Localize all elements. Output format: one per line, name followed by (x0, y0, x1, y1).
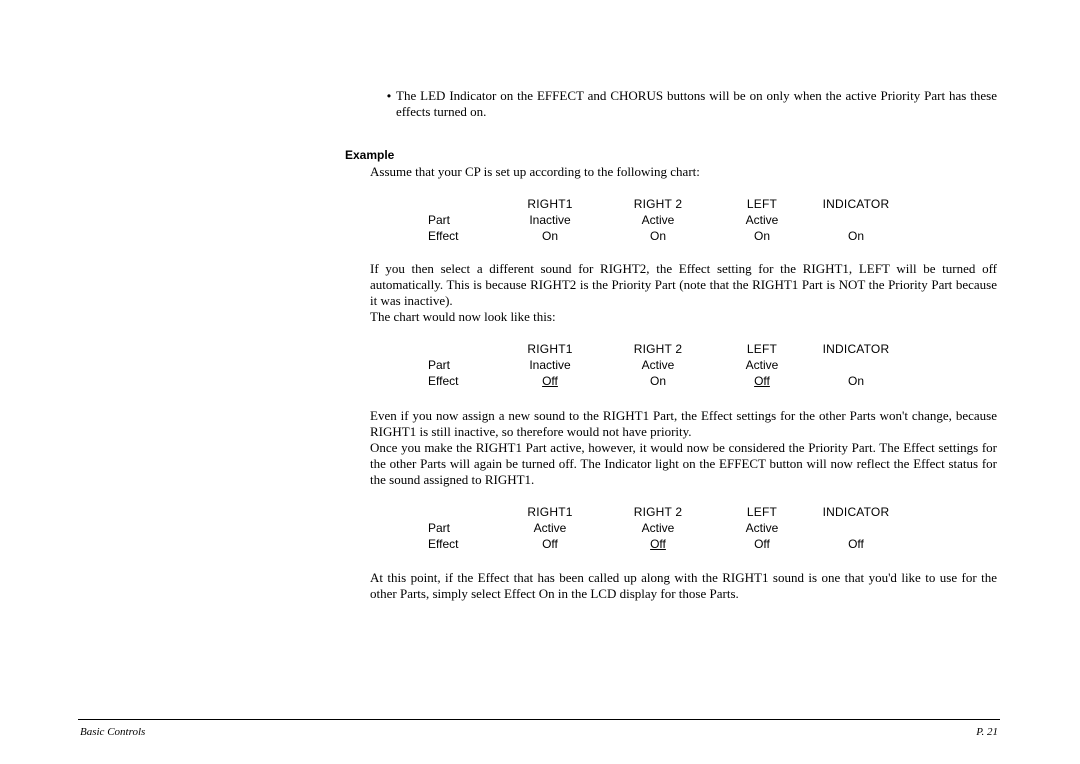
table-cell: Off (500, 373, 600, 389)
table-cell: Active (608, 520, 708, 536)
table-header: LEFT (712, 341, 812, 357)
table-cell: Active (500, 520, 600, 536)
table-cell: Active (608, 357, 708, 373)
table-rowlabel: Part (428, 520, 488, 536)
example-para-1: Assume that your CP is set up according … (370, 164, 997, 180)
table-cell: On (806, 373, 906, 389)
bullet-mark: • (382, 88, 396, 104)
table-cell: Off (712, 373, 812, 389)
table-cell: Inactive (500, 212, 600, 228)
footer-page-number: P. 21 (976, 726, 998, 738)
table-cell: On (500, 228, 600, 244)
example-para-4: At this point, if the Effect that has be… (370, 570, 997, 602)
page: • The LED Indicator on the EFFECT and CH… (0, 0, 1080, 764)
table-cell: Off (806, 536, 906, 552)
content-block: • The LED Indicator on the EFFECT and CH… (370, 88, 997, 124)
table-header: RIGHT 2 (608, 504, 708, 520)
bullet-text: The LED Indicator on the EFFECT and CHOR… (396, 88, 997, 120)
table-header: INDICATOR (806, 196, 906, 212)
table-cell: Active (712, 520, 812, 536)
example-para-3: Even if you now assign a new sound to th… (370, 408, 997, 440)
table-cell: On (608, 228, 708, 244)
footer-rule (78, 719, 1000, 720)
table-cell: On (806, 228, 906, 244)
table-header: RIGHT 2 (608, 196, 708, 212)
table-header: RIGHT1 (500, 504, 600, 520)
table-cell: Off (608, 536, 708, 552)
table-cell: On (712, 228, 812, 244)
table-2: RIGHT1 RIGHT 2LEFTINDICATOR PartEffect Inac… (390, 341, 920, 391)
table-rowlabel: Effect (428, 373, 488, 389)
table-header: RIGHT1 (500, 341, 600, 357)
table-1: RIGHT1 RIGHT 2LEFTINDICATOR PartEffect Inac… (390, 196, 920, 246)
table-cell: Off (500, 536, 600, 552)
table-cell: Off (712, 536, 812, 552)
table-header: INDICATOR (806, 504, 906, 520)
table-rowlabel: Effect (428, 536, 488, 552)
table-rowlabel: Part (428, 212, 488, 228)
table-header: RIGHT1 (500, 196, 600, 212)
table-header: LEFT (712, 196, 812, 212)
table-3: RIGHT1 RIGHT 2LEFTINDICATOR PartEffect Acti… (390, 504, 920, 554)
table-rowlabel: Effect (428, 228, 488, 244)
footer-section-title: Basic Controls (80, 726, 145, 738)
table-cell: Active (712, 357, 812, 373)
table-cell: On (608, 373, 708, 389)
table-header: LEFT (712, 504, 812, 520)
example-para-2b: The chart would now look like this: (370, 309, 997, 325)
table-cell: Inactive (500, 357, 600, 373)
table-cell: Active (608, 212, 708, 228)
table-cell: Active (712, 212, 812, 228)
table-header: RIGHT 2 (608, 341, 708, 357)
table-rowlabel: Part (428, 357, 488, 373)
table-header: INDICATOR (806, 341, 906, 357)
bullet-item: • The LED Indicator on the EFFECT and CH… (382, 88, 997, 120)
example-para-2: If you then select a different sound for… (370, 261, 997, 309)
example-heading: Example (345, 148, 394, 162)
example-para-3b: Once you make the RIGHT1 Part active, ho… (370, 440, 997, 488)
